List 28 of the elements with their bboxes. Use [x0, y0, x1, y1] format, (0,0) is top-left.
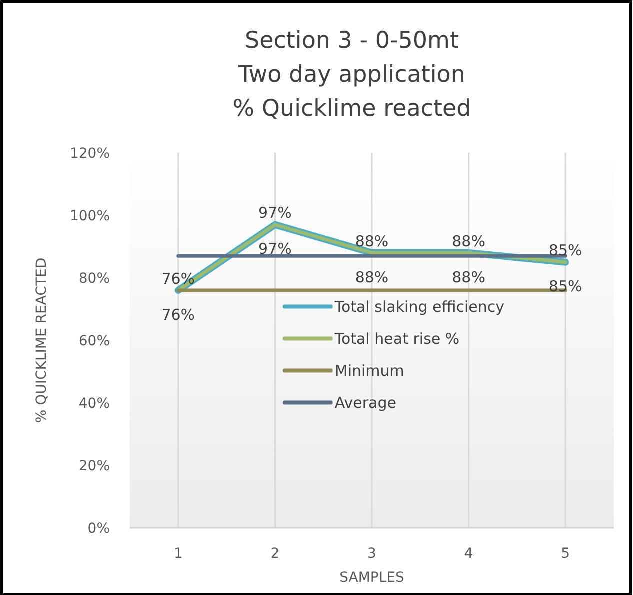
y-tick-label: 40%: [78, 396, 110, 412]
data-label: 85%: [548, 242, 582, 260]
data-label: 88%: [355, 232, 389, 250]
data-label: 97%: [258, 240, 292, 258]
x-tick-label: 2: [270, 546, 280, 562]
y-tick-label: 60%: [78, 333, 110, 350]
x-tick-label: 1: [174, 546, 183, 562]
x-axis-title: SAMPLES: [340, 570, 404, 586]
legend-label: Total slaking efficiency: [334, 298, 505, 316]
y-axis-title: % QUICKLIME REACTED: [34, 258, 50, 424]
y-tick-label: 80%: [78, 270, 110, 287]
y-tick-label: 20%: [78, 458, 110, 474]
data-label: 88%: [452, 232, 486, 250]
data-label: 88%: [355, 268, 389, 286]
x-tick-label: 4: [464, 546, 474, 562]
y-tick-label: 120%: [70, 146, 110, 162]
legend-label: Minimum: [334, 362, 404, 380]
data-label: 97%: [258, 204, 292, 222]
data-label: 85%: [548, 278, 582, 296]
data-label: 88%: [452, 268, 486, 286]
x-tick-label: 5: [561, 546, 570, 562]
y-tick-label: 0%: [88, 520, 110, 537]
chart-title: Section 3 - 0-50mt Two day application % Quicklime reacted: [232, 28, 472, 122]
y-tick-label: 100%: [70, 208, 110, 224]
legend-label: Total heat rise %: [334, 330, 460, 348]
legend-label: Average: [334, 394, 396, 412]
data-label: 76%: [162, 306, 196, 324]
x-tick-label: 3: [368, 546, 376, 562]
